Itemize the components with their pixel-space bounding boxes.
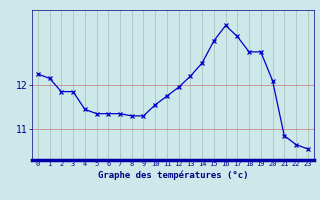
X-axis label: Graphe des températures (°c): Graphe des températures (°c) xyxy=(98,170,248,180)
